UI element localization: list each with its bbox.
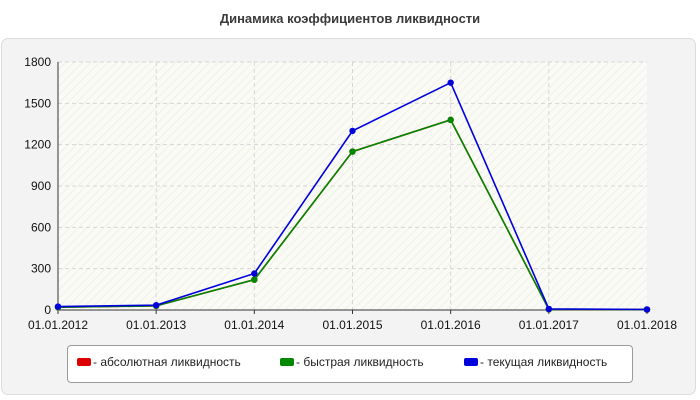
legend-label-quick: - быстрая ликвидность [296, 355, 424, 369]
legend-item-current: - текущая ликвидность [464, 355, 607, 369]
x-tick-label: 01.01.2018 [617, 318, 677, 332]
y-tick-label: 900 [31, 179, 51, 193]
legend-label-absolute: - абсолютная ликвидность [93, 355, 241, 369]
legend-swatch-absolute [77, 358, 91, 366]
x-tick-label: 01.01.2012 [28, 318, 88, 332]
y-tick-label: 1200 [24, 138, 51, 152]
x-tick-label: 01.01.2017 [519, 318, 579, 332]
series-point-2 [349, 127, 356, 135]
x-tick-label: 01.01.2013 [126, 318, 186, 332]
y-tick-label: 600 [31, 220, 51, 234]
y-tick-label: 300 [31, 262, 51, 276]
legend-label-current: - текущая ликвидность [480, 355, 608, 369]
series-point-1 [251, 276, 258, 283]
chart-title: Динамика коэффициентов ликвидности [219, 11, 481, 26]
series-point-1 [447, 116, 454, 124]
legend-swatch-quick [280, 358, 294, 366]
x-tick-label: 01.01.2015 [322, 318, 382, 332]
series-point-2 [447, 79, 454, 86]
series-point-1 [349, 148, 356, 155]
y-tick-label: 0 [44, 303, 51, 317]
x-tick-label: 01.01.2014 [224, 318, 284, 332]
legend-item-absolute: - абсолютная ликвидность [77, 355, 241, 369]
legend-swatch-current [464, 358, 478, 366]
x-tick-label: 01.01.2016 [421, 318, 481, 332]
legend-item-quick: - быстрая ликвидность [280, 355, 424, 369]
series-point-2 [643, 306, 651, 313]
series-point-2 [545, 305, 553, 313]
series-point-2 [152, 301, 160, 309]
series-point-2 [54, 303, 62, 310]
chart-legend: - абсолютная ликвидность - быстрая ликви… [67, 345, 633, 383]
y-tick-label: 1500 [24, 96, 51, 110]
y-tick-label: 1800 [24, 55, 51, 69]
series-point-2 [251, 270, 258, 277]
